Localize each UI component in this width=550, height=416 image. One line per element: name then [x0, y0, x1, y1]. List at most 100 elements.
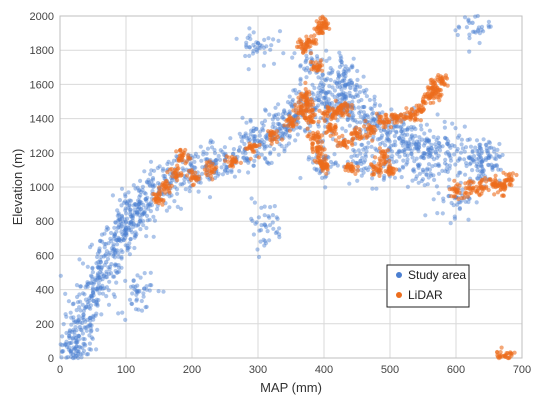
- study-area-point: [150, 177, 156, 182]
- study-area-point: [279, 126, 284, 131]
- study-area-point: [470, 148, 475, 153]
- study-area-point: [455, 173, 460, 178]
- study-area-point: [138, 227, 143, 232]
- lidar-point: [381, 124, 386, 130]
- study-area-point: [357, 90, 362, 95]
- study-area-point: [323, 185, 328, 190]
- study-area-point: [104, 285, 109, 290]
- lidar-point: [325, 129, 330, 135]
- study-area-point: [115, 208, 120, 213]
- study-area-point: [88, 347, 94, 352]
- lidar-point: [415, 117, 420, 122]
- study-area-point: [417, 162, 422, 167]
- study-area-point: [262, 144, 267, 149]
- study-area-point: [490, 167, 495, 172]
- study-area-point: [333, 161, 338, 166]
- study-area-point: [487, 163, 492, 168]
- lidar-point: [292, 117, 297, 122]
- lidar-point: [371, 172, 377, 177]
- study-area-point: [306, 157, 311, 162]
- study-area-point: [332, 88, 337, 93]
- study-area-point: [98, 238, 103, 243]
- study-area-point: [76, 314, 81, 319]
- study-area-point: [225, 168, 230, 173]
- study-area-point: [119, 216, 124, 221]
- study-area-point: [71, 355, 76, 361]
- study-area-point: [78, 352, 83, 357]
- x-axis-ticks: 0 100 200 300 400 500 600 700: [57, 364, 531, 376]
- study-area-point: [263, 241, 269, 246]
- lidar-point: [323, 153, 328, 158]
- study-area-point: [93, 276, 98, 281]
- lidar-point: [282, 123, 287, 128]
- study-area-point: [414, 142, 419, 147]
- study-area-point: [361, 104, 366, 110]
- study-area-point: [119, 186, 125, 191]
- lidar-point: [172, 170, 177, 175]
- study-area-point: [117, 237, 122, 243]
- study-area-point: [441, 199, 446, 204]
- study-area-point: [427, 128, 432, 133]
- study-area-point: [244, 156, 250, 161]
- study-area-point: [239, 134, 244, 140]
- study-area-point: [468, 156, 473, 161]
- study-area-point: [114, 270, 119, 275]
- study-area-point: [273, 105, 278, 110]
- study-area-point: [80, 331, 85, 336]
- study-area-point: [326, 89, 331, 95]
- study-area-point: [287, 109, 292, 114]
- study-area-point: [112, 225, 117, 230]
- study-area-point: [335, 163, 340, 168]
- lidar-point: [495, 353, 500, 358]
- study-area-point: [88, 245, 93, 250]
- study-area-point: [399, 175, 404, 180]
- lidar-point: [319, 146, 324, 151]
- study-area-point: [232, 174, 237, 179]
- study-area-point: [338, 54, 343, 59]
- study-area-point: [116, 254, 121, 259]
- study-area-point: [399, 133, 404, 138]
- study-area-point: [389, 107, 394, 112]
- lidar-point: [501, 193, 506, 198]
- lidar-point: [465, 194, 470, 199]
- lidar-point: [305, 126, 310, 131]
- lidar-point: [378, 150, 383, 155]
- study-area-point: [259, 152, 264, 157]
- study-area-point: [73, 351, 78, 356]
- study-area-point: [137, 219, 142, 224]
- study-area-point: [155, 165, 160, 171]
- study-area-point: [180, 182, 185, 187]
- study-area-point: [426, 145, 431, 150]
- study-area-point: [409, 133, 415, 138]
- study-area-point: [236, 148, 242, 153]
- study-area-point: [98, 286, 103, 292]
- study-area-point: [340, 73, 345, 78]
- study-area-point: [124, 201, 129, 206]
- study-area-point: [496, 167, 501, 172]
- study-area-point: [298, 76, 303, 81]
- study-area-point: [429, 145, 434, 151]
- study-area-point: [80, 302, 85, 307]
- study-area-point: [122, 217, 127, 222]
- study-area-point: [240, 115, 245, 120]
- study-area-point: [424, 172, 429, 177]
- study-area-point: [91, 317, 96, 322]
- study-area-point: [330, 85, 335, 90]
- lidar-point: [495, 184, 500, 189]
- study-area-point: [61, 322, 66, 327]
- study-area-point: [343, 96, 349, 101]
- study-area-point: [298, 63, 303, 68]
- study-area-point: [133, 202, 139, 207]
- study-area-point: [337, 80, 342, 85]
- study-area-point: [262, 146, 267, 151]
- study-area-point: [354, 160, 360, 166]
- study-area-point: [475, 13, 480, 19]
- study-area-point: [77, 305, 82, 310]
- study-area-point: [486, 155, 492, 161]
- study-area-point: [188, 162, 193, 167]
- study-area-point: [364, 166, 369, 171]
- study-area-point: [142, 190, 147, 195]
- study-area-point: [426, 138, 431, 143]
- lidar-point: [514, 172, 519, 178]
- study-area-point: [114, 280, 119, 285]
